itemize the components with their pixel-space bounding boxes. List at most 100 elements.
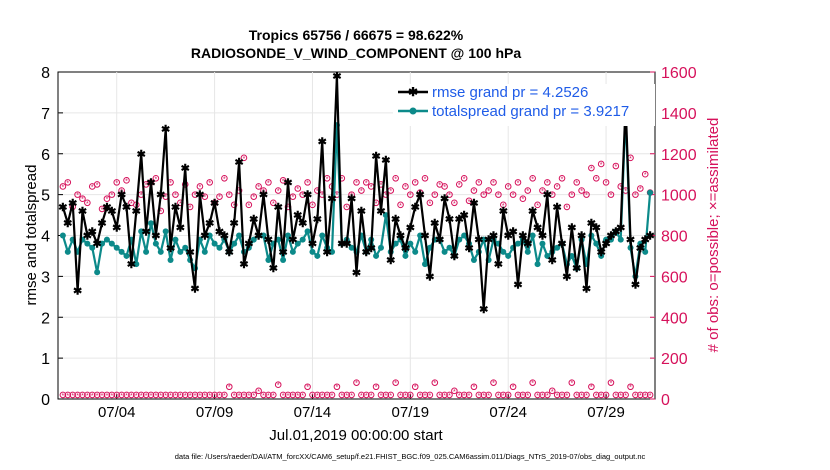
obs-assimilated-point: * bbox=[424, 176, 427, 183]
obs-possible-point bbox=[240, 154, 248, 162]
obs-assimilated-low-point: * bbox=[370, 393, 373, 400]
obs-possible-low-point bbox=[592, 391, 600, 399]
totalspread-point bbox=[392, 240, 399, 247]
totalspread-point bbox=[348, 244, 355, 251]
obs-assimilated-low-point: * bbox=[91, 393, 94, 400]
obs-possible-point bbox=[343, 203, 351, 211]
totalspread-point bbox=[373, 252, 380, 259]
obs-assimilated-point: * bbox=[566, 205, 569, 212]
obs-assimilated-low-point: * bbox=[145, 393, 148, 400]
obs-possible-low-point bbox=[534, 391, 541, 399]
obs-assimilated-point: * bbox=[321, 193, 324, 200]
x-tick-label: 07/14 bbox=[294, 404, 332, 421]
obs-assimilated-point: * bbox=[605, 180, 608, 187]
obs-assimilated-point: * bbox=[91, 184, 94, 191]
obs-assimilated-low-point: * bbox=[96, 393, 99, 400]
obs-possible-point bbox=[426, 199, 434, 207]
obs-possible-low-point bbox=[637, 391, 644, 399]
rmse-point: ✱ bbox=[381, 155, 390, 167]
obs-assimilated-point: * bbox=[340, 176, 343, 183]
obs-possible-point bbox=[250, 193, 258, 200]
obs-possible-low-point bbox=[426, 391, 434, 399]
obs-assimilated-low-point: * bbox=[487, 393, 490, 400]
obs-possible-low-point bbox=[108, 391, 116, 399]
obs-possible-low-point bbox=[411, 383, 419, 391]
totalspread-point bbox=[84, 240, 91, 247]
obs-possible-low-point bbox=[84, 391, 91, 399]
obs-assimilated-point: * bbox=[580, 189, 583, 196]
obs-assimilated-point: * bbox=[301, 193, 304, 200]
obs-possible-point bbox=[553, 183, 561, 190]
obs-assimilated-point: * bbox=[482, 193, 485, 200]
obs-assimilated-point: * bbox=[414, 180, 417, 187]
obs-assimilated-low-point: * bbox=[473, 385, 476, 392]
legend-spread-label: totalspread grand pr = 3.9217 bbox=[432, 103, 629, 120]
obs-assimilated-point: * bbox=[497, 193, 500, 200]
obs-possible-point bbox=[152, 174, 160, 182]
obs-assimilated-point: * bbox=[120, 189, 123, 196]
rmse-point: ✱ bbox=[332, 71, 341, 83]
rmse-point: ✱ bbox=[166, 243, 175, 255]
obs-possible-low-point bbox=[548, 387, 556, 395]
obs-assimilated-low-point: * bbox=[463, 393, 466, 400]
obs-possible-low-point bbox=[358, 391, 365, 399]
obs-assimilated-point: * bbox=[477, 180, 480, 187]
rmse-point: ✱ bbox=[567, 222, 576, 234]
obs-assimilated-low-point: * bbox=[179, 393, 182, 400]
obs-assimilated-point: * bbox=[110, 193, 113, 200]
obs-assimilated-low-point: * bbox=[155, 393, 158, 400]
obs-assimilated-point: * bbox=[507, 184, 510, 191]
obs-assimilated-point: * bbox=[526, 189, 529, 196]
obs-possible-point bbox=[446, 191, 453, 198]
totalspread-point bbox=[265, 257, 272, 264]
obs-assimilated-low-point: * bbox=[595, 393, 598, 400]
left-axis-ticks: 0 1 2 3 4 5 6 7 8 bbox=[41, 65, 63, 409]
obs-possible-point bbox=[358, 187, 365, 194]
obs-assimilated-low-point: * bbox=[277, 383, 280, 390]
totalspread-point bbox=[598, 252, 605, 259]
rmse-point: ✱ bbox=[327, 194, 336, 206]
obs-assimilated-point: * bbox=[492, 180, 495, 187]
rmse-point: ✱ bbox=[528, 206, 537, 218]
obs-assimilated-low-point: * bbox=[365, 393, 368, 400]
obs-possible-low-point bbox=[641, 391, 649, 399]
obs-possible-point bbox=[451, 199, 458, 207]
left-tick-label: 4 bbox=[41, 229, 50, 246]
obs-assimilated-low-point: * bbox=[189, 393, 192, 400]
obs-assimilated-low-point: * bbox=[610, 381, 613, 388]
obs-assimilated-point: * bbox=[536, 203, 539, 210]
obs-possible-low-point bbox=[274, 381, 282, 388]
obs-assimilated-point: * bbox=[468, 199, 471, 206]
obs-possible-point bbox=[397, 201, 404, 209]
obs-possible-low-point bbox=[495, 391, 502, 399]
obs-assimilated-point: * bbox=[257, 184, 260, 191]
rmse-point: ✱ bbox=[254, 231, 263, 243]
rmse-point: ✱ bbox=[298, 218, 307, 230]
obs-assimilated-point: * bbox=[145, 182, 148, 189]
rmse-point: ✱ bbox=[210, 198, 219, 210]
obs-possible-low-point bbox=[191, 391, 199, 399]
obs-assimilated-low-point: * bbox=[81, 393, 84, 400]
obs-assimilated-point: * bbox=[551, 193, 554, 200]
rmse-point: ✱ bbox=[239, 259, 248, 271]
rmse-point: ✱ bbox=[513, 280, 522, 292]
totalspread-point bbox=[157, 248, 164, 255]
rmse-point: ✱ bbox=[186, 247, 195, 259]
obs-possible-low-point bbox=[348, 391, 355, 399]
obs-assimilated-low-point: * bbox=[125, 393, 128, 400]
obs-assimilated-point: * bbox=[438, 182, 441, 189]
rmse-point: ✱ bbox=[215, 226, 224, 238]
rmse-point: ✱ bbox=[435, 235, 444, 247]
obs-possible-low-point bbox=[74, 391, 81, 399]
obs-assimilated-point: * bbox=[296, 186, 299, 193]
obs-possible-low-point bbox=[470, 383, 478, 391]
obs-assimilated-point: * bbox=[287, 205, 290, 212]
obs-assimilated-point: * bbox=[66, 180, 69, 187]
obs-possible-low-point bbox=[573, 391, 581, 399]
totalspread-point bbox=[108, 240, 115, 247]
totalspread-point bbox=[314, 252, 321, 259]
obs-possible-point bbox=[578, 187, 585, 194]
obs-possible-low-point bbox=[602, 391, 610, 399]
totalspread-point bbox=[446, 244, 453, 251]
rmse-point: ✱ bbox=[342, 239, 351, 251]
